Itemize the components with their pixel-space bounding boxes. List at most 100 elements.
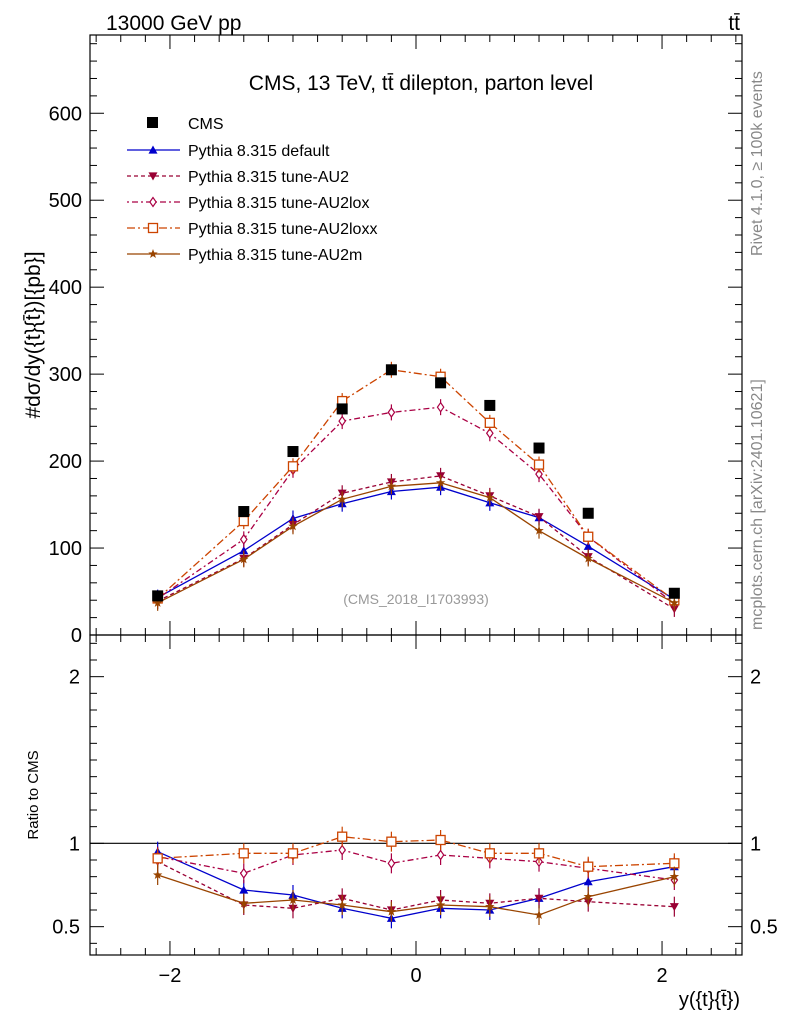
series-point — [238, 515, 249, 527]
mcplots-label: mcplots.cern.ch [arXiv:2401.10621] — [749, 379, 766, 630]
ratio-point — [583, 891, 593, 901]
x-tick-label: 2 — [656, 965, 667, 987]
x-tick-label: −2 — [159, 965, 182, 987]
ratio-line-2 — [157, 849, 675, 881]
series-point — [387, 406, 396, 418]
ratio-tick-label: 0.5 — [52, 917, 80, 939]
cms-data-point — [668, 587, 680, 599]
series-line-0 — [157, 486, 675, 600]
ratio-point — [435, 900, 446, 909]
ratio-point — [337, 900, 347, 909]
ratio-point — [239, 898, 249, 908]
series-point — [287, 461, 299, 472]
series-point — [485, 492, 495, 502]
ratio-point — [534, 910, 544, 919]
main-axes: 0 100 200 300 400 500 600 — [49, 35, 742, 647]
series-point — [583, 531, 594, 542]
y-tick-label: 200 — [49, 451, 82, 473]
ratio-line-0 — [157, 851, 675, 919]
series-point — [535, 468, 543, 480]
legend-marker-4 — [148, 249, 158, 258]
ratio-point — [583, 861, 594, 872]
ratio-point — [238, 848, 249, 859]
series-point — [337, 494, 347, 504]
cms-data-point — [484, 399, 496, 411]
ratio-point — [239, 867, 248, 879]
legend-marker-0 — [148, 145, 158, 154]
legend-marker-cms — [147, 117, 158, 128]
ratio-point — [534, 894, 544, 903]
ratio-point — [484, 848, 495, 859]
ratio-point — [669, 903, 679, 912]
ratio-line-4 — [157, 874, 675, 916]
series-point — [338, 415, 347, 427]
cms-data-point — [385, 364, 397, 376]
cms-data-point — [533, 442, 545, 454]
legend-label-3: Pythia 8.315 tune-AU2loxx — [188, 221, 377, 238]
ratio-tick-label: 1 — [69, 833, 80, 855]
ratio-point — [436, 849, 445, 861]
cms-data-layer — [152, 364, 680, 602]
y-tick-label: 0 — [71, 625, 82, 647]
ratio-point — [386, 836, 397, 847]
ratio-point — [386, 906, 397, 916]
series-line-2 — [157, 406, 675, 605]
legend-label-0: Pythia 8.315 default — [188, 143, 330, 160]
cms-data-point — [336, 403, 348, 415]
y-tick-label: 300 — [49, 364, 82, 386]
y-tick-label: 600 — [49, 103, 82, 125]
process-label: tt̄ — [728, 12, 740, 35]
series-point — [239, 554, 249, 564]
series-point — [386, 481, 397, 491]
cms-data-point — [152, 590, 164, 602]
ratio-point — [583, 877, 593, 886]
ratio-point — [152, 853, 163, 864]
ratio-point — [485, 901, 495, 911]
ratio-point — [435, 834, 446, 846]
ratio-tick-label-right: 0.5 — [750, 917, 778, 939]
legend: CMS Pythia 8.315 default Pythia 8.315 tun… — [127, 116, 377, 264]
series-point — [534, 525, 544, 535]
series-point — [669, 597, 680, 607]
series-point — [239, 546, 249, 555]
series-point — [152, 597, 163, 607]
ratio-line-3 — [157, 836, 675, 868]
series-line-4 — [157, 482, 675, 604]
series-line-3 — [157, 369, 675, 601]
cms-data-point — [582, 507, 594, 519]
x-axis-label: y({t}{t̄}) — [679, 989, 740, 1011]
x-tick-label: 0 — [410, 965, 421, 987]
ratio-point — [288, 895, 298, 904]
series-point — [435, 477, 446, 487]
ratio-tick-label-right: 1 — [750, 833, 761, 855]
ratio-point — [387, 857, 396, 869]
series-point — [534, 513, 544, 522]
series-point — [485, 427, 494, 439]
legend-label-2: Pythia 8.315 tune-AU2lox — [188, 195, 369, 212]
ratio-series-layer — [152, 826, 680, 929]
ratio-tick-label-right: 2 — [750, 667, 761, 689]
ratio-point — [669, 858, 680, 869]
ratio-tick-label: 2 — [69, 667, 80, 689]
ratio-point — [669, 871, 680, 881]
ratio-point — [152, 870, 163, 879]
rivet-label: Rivet 4.1.0, ≥ 100k events — [749, 71, 766, 256]
legend-label-cms: CMS — [188, 116, 224, 133]
legend-label-1: Pythia 8.315 tune-AU2 — [188, 169, 349, 186]
legend-marker-3 — [147, 222, 159, 234]
cms-data-point — [287, 446, 299, 458]
series-line-1 — [157, 475, 675, 610]
y-tick-label: 100 — [49, 538, 82, 560]
ratio-point — [337, 831, 348, 842]
analysis-watermark: (CMS_2018_I1703993) — [343, 591, 489, 607]
series-point — [239, 533, 248, 545]
ratio-line-1 — [157, 861, 675, 911]
series-point — [533, 459, 545, 470]
ratio-point — [239, 885, 249, 894]
series-point — [288, 521, 298, 531]
legend-marker-1 — [148, 172, 158, 181]
ratio-point — [533, 848, 545, 859]
y-tick-label: 400 — [49, 277, 82, 299]
series-point — [436, 401, 445, 413]
